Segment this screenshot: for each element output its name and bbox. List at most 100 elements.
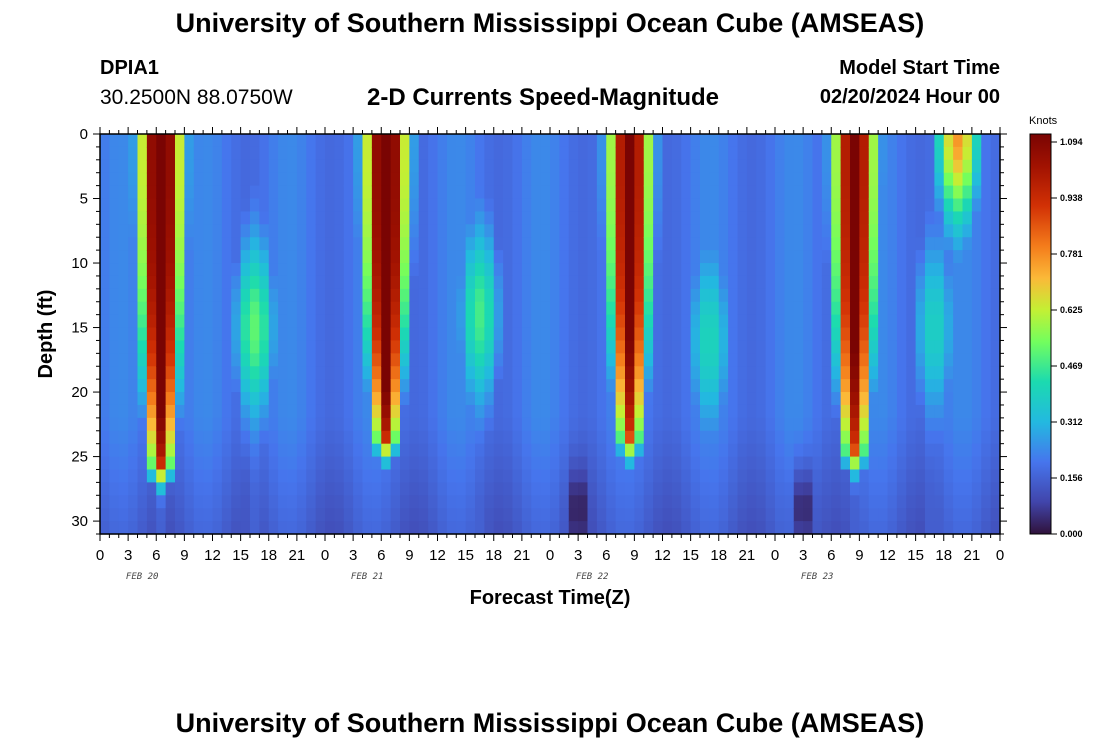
- heatmap-cell: [596, 275, 607, 290]
- heatmap-cell: [231, 508, 242, 522]
- heatmap-cell: [840, 495, 851, 509]
- heatmap-cell: [643, 508, 654, 522]
- heatmap-cell: [362, 314, 373, 329]
- heatmap-cell: [540, 301, 551, 316]
- heatmap-cell: [962, 159, 973, 174]
- heatmap-cell: [793, 340, 804, 354]
- heatmap-cell: [831, 314, 842, 329]
- heatmap-cell: [362, 250, 373, 264]
- heatmap-cell: [709, 172, 720, 187]
- heatmap-cell: [568, 237, 579, 251]
- heatmap-cell: [446, 508, 457, 522]
- heatmap-cell: [962, 327, 973, 342]
- heatmap-cell: [446, 404, 457, 419]
- heatmap-cell: [653, 443, 664, 458]
- heatmap-cell: [156, 185, 167, 200]
- heatmap-cell: [915, 521, 926, 535]
- heatmap-cell: [400, 159, 410, 174]
- heatmap-cell: [775, 340, 785, 354]
- heatmap-cell: [503, 340, 514, 354]
- heatmap-cell: [137, 198, 148, 213]
- heatmap-cell: [559, 443, 570, 458]
- heatmap-cell: [315, 495, 326, 509]
- heatmap-cell: [475, 430, 485, 445]
- heatmap-cell: [268, 275, 279, 290]
- heatmap-cell: [437, 211, 448, 225]
- heatmap-cell: [962, 430, 973, 445]
- heatmap-cell: [193, 353, 204, 367]
- heatmap-cell: [625, 482, 635, 496]
- heatmap-cell: [831, 198, 842, 213]
- heatmap-cell: [718, 404, 729, 419]
- heatmap-cell: [709, 456, 720, 471]
- heatmap-cell: [662, 159, 673, 174]
- heatmap-cell: [606, 353, 617, 367]
- heatmap-cell: [962, 417, 973, 432]
- heatmap-cell: [118, 417, 129, 432]
- heatmap-cell: [831, 134, 842, 148]
- heatmap-cell: [662, 508, 673, 522]
- heatmap-cell: [803, 392, 814, 406]
- heatmap-cell: [690, 340, 701, 354]
- heatmap-cell: [371, 482, 382, 496]
- heatmap-cell: [484, 134, 495, 148]
- heatmap-cell: [953, 301, 964, 316]
- heatmap-cell: [943, 159, 954, 174]
- heatmap-cell: [615, 237, 626, 251]
- x-tick-label: 15: [457, 547, 474, 564]
- heatmap-cell: [456, 379, 467, 393]
- heatmap-cell: [690, 495, 701, 509]
- heatmap-cell: [203, 508, 214, 522]
- heatmap-cell: [306, 224, 317, 238]
- heatmap-cell: [259, 159, 270, 174]
- heatmap-cell: [503, 146, 514, 161]
- heatmap-cell: [671, 159, 682, 174]
- heatmap-cell: [465, 495, 476, 509]
- heatmap-cell: [700, 172, 710, 187]
- heatmap-cell: [484, 417, 495, 432]
- heatmap-cell: [765, 469, 776, 483]
- heatmap-cell: [625, 508, 635, 522]
- heatmap-cell: [962, 146, 973, 161]
- heatmap-cell: [390, 340, 401, 354]
- heatmap-cell: [315, 456, 326, 471]
- heatmap-cell: [268, 521, 279, 535]
- heatmap-cell: [850, 134, 860, 148]
- heatmap-cell: [371, 495, 382, 509]
- heatmap-cell: [296, 288, 307, 303]
- heatmap-cell: [700, 430, 710, 445]
- heatmap-cell: [662, 134, 673, 148]
- heatmap-cell: [653, 353, 664, 367]
- heatmap-cell: [906, 443, 917, 458]
- heatmap-cells: [100, 134, 1001, 535]
- heatmap-cell: [868, 430, 879, 445]
- heatmap-cell: [212, 430, 223, 445]
- heatmap-cell: [456, 159, 467, 174]
- heatmap-cell: [287, 237, 298, 251]
- heatmap-cell: [690, 314, 701, 329]
- heatmap-cell: [915, 353, 926, 367]
- heatmap-cell: [953, 495, 964, 509]
- heatmap-cell: [184, 198, 195, 213]
- heatmap-cell: [334, 469, 345, 483]
- heatmap-cell: [906, 288, 917, 303]
- heatmap-cell: [653, 340, 664, 354]
- heatmap-cell: [765, 263, 776, 277]
- heatmap-cell: [371, 288, 382, 303]
- heatmap-cell: [615, 185, 626, 200]
- heatmap-cell: [859, 521, 870, 535]
- heatmap-cell: [353, 250, 364, 264]
- heatmap-cell: [493, 185, 504, 200]
- heatmap-cell: [437, 224, 448, 238]
- heatmap-cell: [296, 508, 307, 522]
- heatmap-cell: [831, 172, 842, 187]
- heatmap-cell: [962, 404, 973, 419]
- heatmap-cell: [521, 443, 532, 458]
- heatmap-cell: [128, 275, 139, 290]
- heatmap-cell: [146, 185, 157, 200]
- heatmap-cell: [475, 134, 485, 148]
- heatmap-cell: [971, 404, 982, 419]
- heatmap-cell: [493, 508, 504, 522]
- heatmap-cell: [465, 301, 476, 316]
- heatmap-cell: [925, 172, 935, 187]
